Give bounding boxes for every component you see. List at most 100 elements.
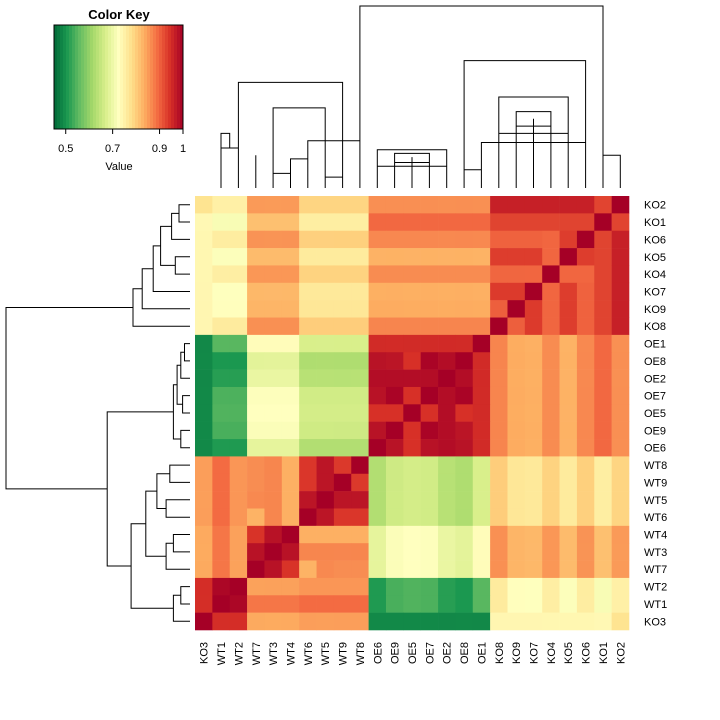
heatmap-cell <box>542 508 560 527</box>
heatmap-cell <box>542 404 560 422</box>
heatmap-cell <box>247 543 265 561</box>
heatmap-cell <box>490 196 508 214</box>
heatmap-cell <box>316 577 335 596</box>
heatmap-cell <box>420 577 439 596</box>
heatmap-cell <box>524 282 543 301</box>
heatmap-cell <box>524 595 543 613</box>
heatmap-cell <box>542 213 560 232</box>
row-label: WT6 <box>644 512 667 524</box>
heatmap-cell <box>594 386 612 405</box>
heatmap-cell <box>247 508 265 527</box>
heatmap-cell <box>611 508 630 527</box>
heatmap-cell <box>368 456 387 475</box>
color-key-band <box>168 25 172 129</box>
heatmap-cell <box>455 473 474 492</box>
heatmap-cell <box>438 248 456 266</box>
heatmap-cell <box>438 317 456 336</box>
heatmap-cell <box>281 525 300 544</box>
heatmap-cell <box>316 404 335 422</box>
heatmap-cell <box>524 508 543 527</box>
heatmap-cell <box>195 473 213 492</box>
color-key-band <box>108 25 112 129</box>
color-key-band <box>87 25 91 129</box>
heatmap-cell <box>281 300 300 318</box>
heatmap-cell <box>611 473 630 492</box>
heatmap-cell <box>264 543 283 561</box>
color-key-band <box>99 25 103 129</box>
heatmap-cell <box>212 248 231 266</box>
heatmap-cell <box>368 439 387 457</box>
heatmap-cell <box>472 369 491 388</box>
heatmap-cell <box>299 196 317 214</box>
heatmap-cell <box>351 577 369 596</box>
heatmap-cell <box>385 439 404 457</box>
heatmap-cell <box>351 595 369 613</box>
heatmap-cell <box>229 334 248 353</box>
heatmap-cell <box>385 543 404 561</box>
heatmap-cell <box>281 230 300 249</box>
heatmap-cell <box>368 300 387 318</box>
heatmap-cell <box>351 404 369 422</box>
heatmap-cell <box>576 230 595 249</box>
heatmap-cell <box>247 491 265 509</box>
heatmap-cell <box>507 525 526 544</box>
heatmap-cell <box>351 525 369 544</box>
heatmap-cell <box>247 265 265 284</box>
heatmap-cell <box>299 248 317 266</box>
heatmap-cell <box>611 230 630 249</box>
heatmap-cell <box>229 560 248 579</box>
heatmap-cell <box>490 577 508 596</box>
heatmap-cell <box>455 317 474 336</box>
heatmap-cell <box>420 334 439 353</box>
heatmap-cell <box>611 404 630 422</box>
heatmap-cell <box>542 386 560 405</box>
heatmap-cell <box>229 300 248 318</box>
heatmap-cell <box>594 491 612 509</box>
heatmap-cell <box>438 282 456 301</box>
heatmap-cell <box>195 386 213 405</box>
heatmap-cell <box>264 300 283 318</box>
heatmap-cell <box>281 612 300 631</box>
heatmap-cell <box>281 421 300 440</box>
column-label: KO8 <box>494 642 506 664</box>
color-key-band <box>117 25 121 129</box>
heatmap-cell <box>455 491 474 509</box>
heatmap-cell <box>438 386 456 405</box>
heatmap-cell <box>195 508 213 527</box>
heatmap-cell <box>299 612 317 631</box>
heatmap-cell <box>299 491 317 509</box>
heatmap-cell <box>594 577 612 596</box>
heatmap-cell <box>559 317 578 336</box>
heatmap-cell <box>507 282 526 301</box>
heatmap-cell <box>455 282 474 301</box>
heatmap-cell <box>403 248 421 266</box>
row-label: WT3 <box>644 547 667 559</box>
heatmap-cell <box>212 213 231 232</box>
column-label: KO9 <box>511 642 523 664</box>
heatmap-cell <box>264 612 283 631</box>
heatmap-cell <box>490 491 508 509</box>
heatmap-cell <box>212 196 231 214</box>
color-key-tick-label: 0.9 <box>152 143 167 155</box>
heatmap-cell <box>524 404 543 422</box>
heatmap-cell <box>559 577 578 596</box>
heatmap-cell <box>212 525 231 544</box>
heatmap-cell <box>576 456 595 475</box>
row-label: KO4 <box>644 269 666 281</box>
heatmap-cell <box>264 282 283 301</box>
heatmap-cell <box>316 230 335 249</box>
heatmap-cell <box>438 230 456 249</box>
row-label: WT9 <box>644 477 667 489</box>
heatmap-cell <box>524 473 543 492</box>
heatmap-cell <box>195 265 213 284</box>
color-key-axis-label: Value <box>105 161 132 173</box>
color-key-band <box>90 25 94 129</box>
heatmap-cell <box>559 265 578 284</box>
column-labels: KO3 WT1 WT2 WT7 WT3 WT4 WT6 WT5 WT9 WT8 OE6 OE9 OE5 O… <box>199 642 628 665</box>
column-label: WT6 <box>303 642 315 665</box>
heatmap-cell <box>195 543 213 561</box>
heatmap-cell <box>438 560 456 579</box>
row-dendrogram <box>5 204 190 622</box>
heatmap-cell <box>264 334 283 353</box>
heatmap-cell <box>438 334 456 353</box>
